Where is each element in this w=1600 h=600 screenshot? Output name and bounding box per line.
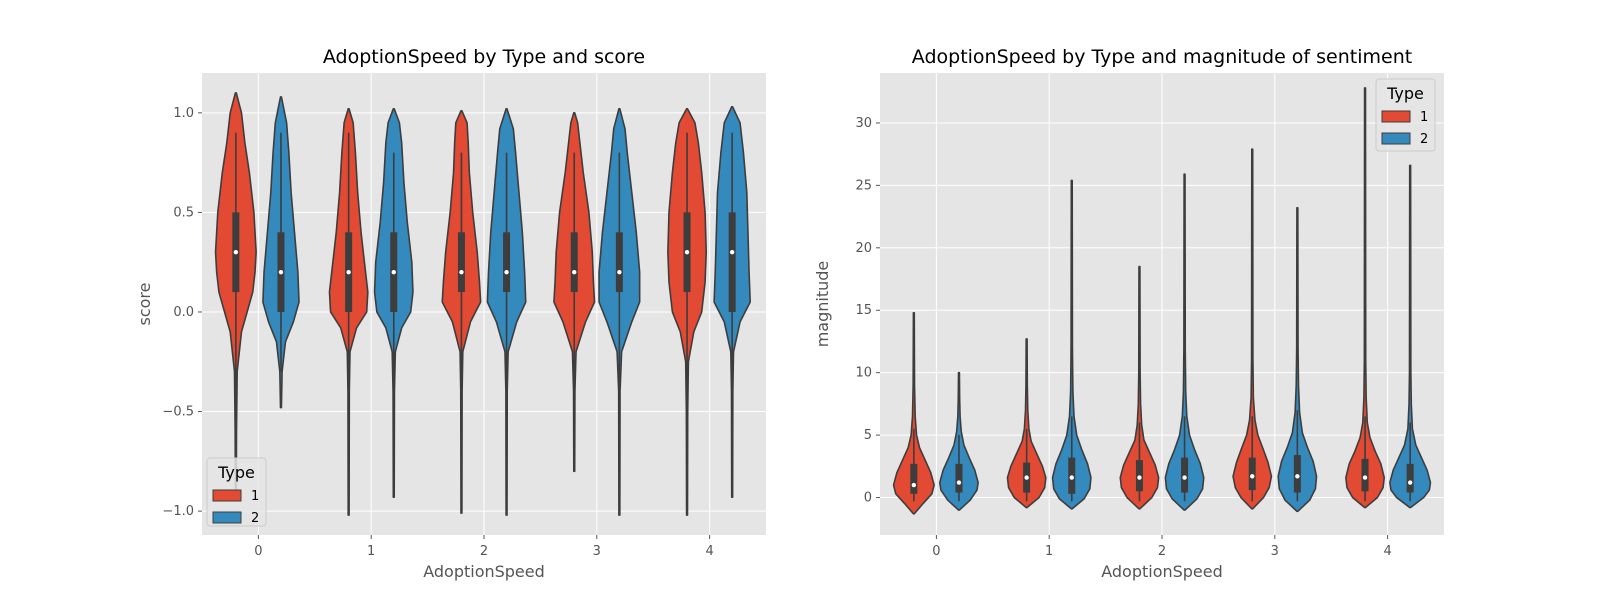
legend-label-2: 2	[1420, 132, 1428, 147]
legend: Type 1 2	[206, 457, 267, 527]
x-ticks: 0 1 2 3 4	[254, 535, 714, 559]
y-ticks: 0 5 10 15 20 25 30	[855, 116, 880, 506]
y-tick-label: −0.5	[162, 405, 194, 420]
violin-box	[1248, 457, 1256, 491]
x-tick-label: 3	[593, 544, 601, 559]
legend-swatch-1	[1381, 110, 1411, 123]
violin-median	[1362, 475, 1368, 480]
x-tick-label: 1	[367, 544, 375, 559]
x-tick-label: 2	[1158, 544, 1166, 559]
legend-swatch-2	[1381, 132, 1411, 145]
y-axis-label: score	[135, 283, 154, 326]
violin-box	[503, 232, 511, 293]
x-tick-label: 4	[1383, 544, 1391, 559]
violin-median	[278, 269, 284, 275]
legend-title: Type	[217, 463, 255, 482]
violin-box	[615, 232, 623, 293]
violin-box	[570, 232, 578, 293]
violin-median	[233, 250, 239, 255]
violin-median	[617, 269, 622, 275]
y-axis-label: magnitude	[813, 261, 832, 348]
violin-body	[1345, 87, 1386, 509]
y-tick-label: 0	[864, 491, 872, 506]
y-ticks: −1.0 −0.5 0.0 0.5 1.0	[162, 106, 202, 519]
violin-median	[504, 269, 509, 275]
x-axis-label: AdoptionSpeed	[423, 562, 545, 581]
chart-panel-1: −1.0 −0.5 0.0 0.5 1.0 0 1 2 3 4 AdoptionSpeed by T…	[135, 46, 766, 581]
violin-median	[729, 250, 735, 255]
y-tick-label: 0.5	[173, 205, 194, 220]
violin-median	[1137, 475, 1142, 480]
violin-box	[1293, 455, 1301, 493]
violin-body	[1277, 207, 1318, 513]
violin-median	[1069, 475, 1074, 480]
violin-body	[1119, 265, 1160, 510]
violin-box	[457, 232, 465, 293]
legend-swatch-2	[212, 511, 242, 524]
y-tick-label: 10	[855, 366, 872, 381]
violin-body	[1389, 164, 1432, 509]
violin-median	[1182, 475, 1187, 480]
x-tick-label: 3	[1271, 544, 1279, 559]
violin-median	[956, 480, 962, 485]
chart-title: AdoptionSpeed by Type and magnitude of s…	[912, 46, 1412, 68]
x-tick-label: 1	[1045, 544, 1053, 559]
violin-median	[346, 269, 351, 275]
x-tick-label: 4	[705, 544, 713, 559]
violin-median	[391, 269, 396, 275]
legend-label-2: 2	[251, 511, 259, 526]
violin-median	[1250, 474, 1255, 479]
legend-swatch-1	[212, 489, 242, 502]
violin-box	[728, 212, 736, 312]
series-1	[214, 92, 708, 516]
violins	[214, 92, 752, 516]
chart-title: AdoptionSpeed by Type and score	[323, 46, 645, 68]
x-tick-label: 2	[480, 544, 488, 559]
violin-median	[1407, 480, 1413, 485]
y-tick-label: 1.0	[173, 106, 194, 121]
violins	[892, 87, 1432, 515]
y-tick-label: 15	[855, 303, 872, 318]
y-tick-label: 0.0	[173, 305, 194, 320]
violin-box	[1406, 463, 1414, 493]
series-2	[938, 164, 1432, 513]
legend-title: Type	[1386, 84, 1424, 103]
y-tick-label: 25	[855, 178, 872, 193]
x-tick-label: 0	[254, 544, 262, 559]
y-tick-label: 5	[864, 428, 872, 443]
x-ticks: 0 1 2 3 4	[932, 535, 1392, 559]
violin-box	[1361, 458, 1369, 492]
y-tick-label: −1.0	[162, 504, 194, 519]
violin-box	[910, 463, 918, 494]
violin-box	[1181, 457, 1189, 493]
violin-median	[1295, 474, 1300, 479]
series-1	[892, 87, 1386, 515]
violin-median	[572, 269, 577, 275]
y-tick-label: 30	[855, 116, 872, 131]
legend-label-1: 1	[251, 489, 259, 504]
violin-median	[459, 269, 464, 275]
legend-label-1: 1	[1420, 110, 1428, 125]
y-tick-label: 20	[855, 241, 872, 256]
violin-median	[1024, 475, 1029, 480]
violin-median	[684, 250, 690, 255]
chart-panel-2: 0 5 10 15 20 25 30 0 1 2 3 4 AdoptionSpeed by Type a…	[813, 46, 1444, 581]
x-axis-label: AdoptionSpeed	[1101, 562, 1223, 581]
x-tick-label: 0	[932, 544, 940, 559]
violin-body	[1232, 148, 1273, 510]
violin-body	[1164, 173, 1205, 511]
violin-body	[1006, 338, 1047, 509]
violin-body	[892, 311, 935, 515]
series-2	[262, 96, 752, 516]
violin-median	[911, 482, 917, 488]
legend: Type 1 2	[1375, 78, 1436, 152]
violin-body	[1051, 179, 1092, 510]
gridlines	[880, 73, 1444, 535]
violin-box	[955, 463, 963, 493]
